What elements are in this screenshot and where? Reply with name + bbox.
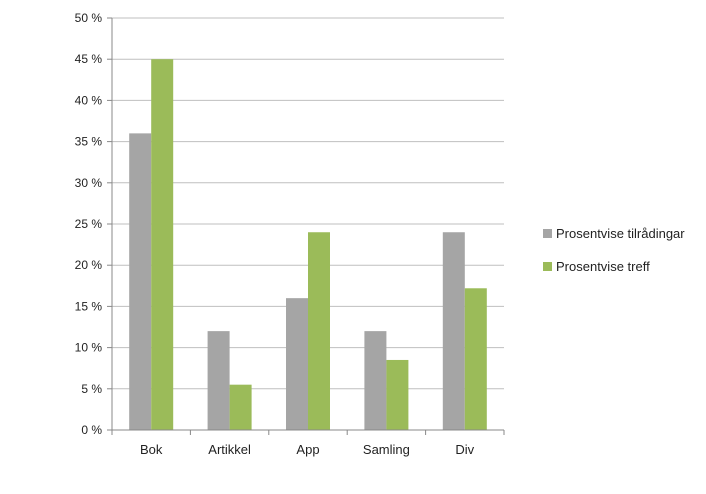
x-category-label: Artikkel — [208, 442, 251, 457]
legend-swatch-series-2 — [543, 261, 552, 271]
y-tick-label: 0 % — [81, 423, 102, 437]
x-category-label: Samling — [363, 442, 410, 457]
bar-samling-series-1 — [364, 331, 387, 430]
bar-bok-series-1 — [129, 133, 152, 431]
x-axis-category-labels: Bok Artikkel App Samling Div — [140, 442, 475, 457]
y-tick-label: 35 % — [75, 135, 103, 149]
bars — [129, 59, 487, 431]
x-category-label: Bok — [140, 442, 163, 457]
y-tick-label: 5 % — [81, 382, 102, 396]
y-tick-label: 30 % — [75, 176, 103, 190]
legend-label-series-2: Prosentvise treff — [556, 258, 650, 274]
legend-label-series-1: Prosentvise tilrådingar — [556, 225, 685, 241]
y-tick-label: 45 % — [75, 52, 103, 66]
bar-artikkel-series-2 — [229, 384, 252, 430]
x-category-label: App — [296, 442, 319, 457]
y-axis-tick-labels: 0 % 5 % 10 % 15 % 20 % 25 % 30 % 35 % 40 % 45 % 50… — [75, 11, 103, 437]
axes — [111, 18, 505, 435]
bar-app-series-2 — [308, 232, 330, 430]
bar-app-series-1 — [286, 298, 308, 430]
y-tick-label: 20 % — [75, 258, 103, 272]
legend: Prosentvise tilrådingar Prosentvise tref… — [543, 225, 685, 291]
y-tick-label: 10 % — [75, 341, 103, 355]
y-tick-label: 25 % — [75, 217, 103, 231]
y-tick-label: 15 % — [75, 299, 103, 313]
legend-swatch-series-1 — [543, 228, 552, 238]
bar-div-series-1 — [442, 232, 465, 430]
y-tick-label: 50 % — [75, 11, 103, 25]
legend-item-series-2: Prosentvise treff — [543, 258, 685, 274]
legend-item-series-1: Prosentvise tilrådingar — [543, 225, 685, 241]
bar-artikkel-series-1 — [207, 331, 230, 430]
bar-bok-series-2 — [151, 59, 174, 430]
bar-samling-series-2 — [386, 359, 409, 430]
x-category-label: Div — [455, 442, 474, 457]
y-tick-label: 40 % — [75, 93, 103, 107]
bar-div-series-2 — [464, 288, 487, 430]
